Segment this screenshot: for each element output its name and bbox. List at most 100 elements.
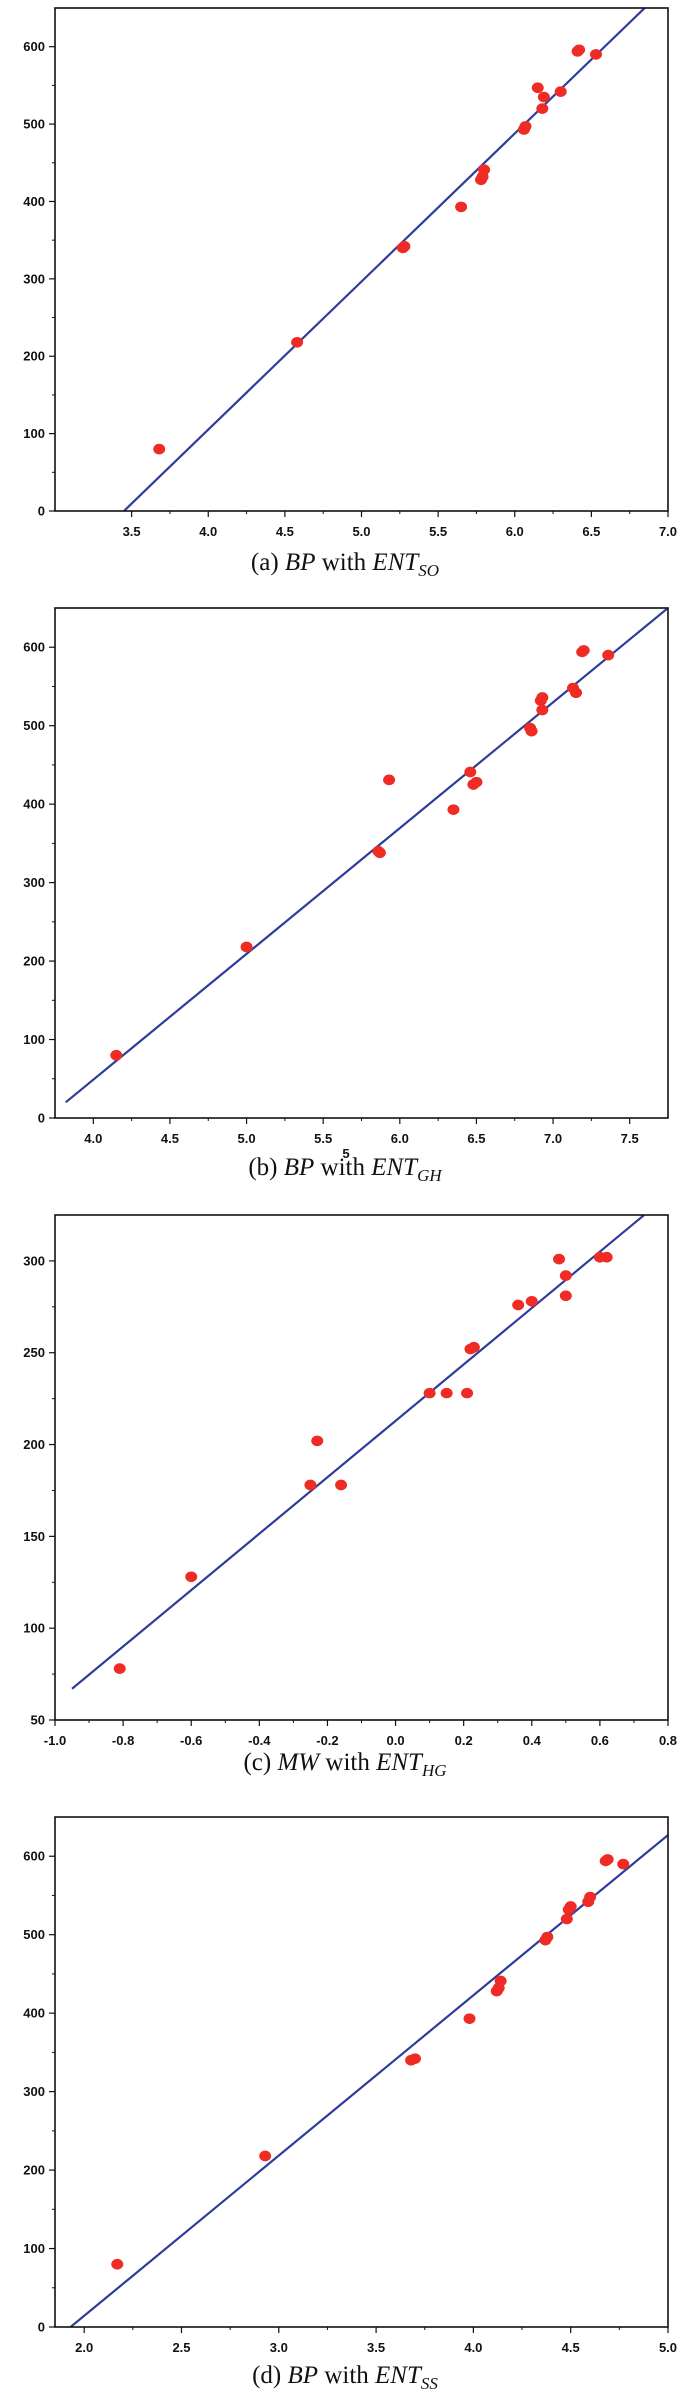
- plot-frame: [54, 7, 669, 512]
- x-tick-label: 0.0: [387, 1733, 405, 1748]
- data-point: [383, 774, 396, 786]
- caption-prefix: (b): [248, 1154, 283, 1181]
- data-point: [467, 1341, 480, 1353]
- data-point: [537, 91, 550, 103]
- data-point: [185, 1571, 198, 1583]
- x-tick-label: -1.0: [44, 1733, 66, 1748]
- x-tick-label: 0.6: [591, 1733, 609, 1748]
- data-point: [111, 2258, 124, 2270]
- data-point: [153, 443, 166, 455]
- caption-var: BP: [284, 1154, 315, 1181]
- y-tick-label: 200: [23, 1437, 45, 1452]
- x-tick-label: 4.0: [464, 2340, 482, 2355]
- y-tick-label: 400: [23, 2006, 45, 2021]
- plot-frame: [54, 607, 669, 1119]
- x-tick-label: -0.2: [316, 1733, 338, 1748]
- data-point: [335, 1479, 348, 1491]
- x-tick-label: 4.5: [161, 1131, 179, 1146]
- x-tick-label: 7.0: [659, 524, 677, 539]
- chart-panel-b: 0 100 200 300 400 500 600 4.0 4.5 5.0 5.5 6.0 6.5 7.0…: [23, 607, 669, 1185]
- data-point: [536, 704, 549, 716]
- data-point: [470, 776, 483, 788]
- y-tick-label: 200: [23, 349, 45, 364]
- data-point: [536, 692, 549, 703]
- data-point: [113, 1663, 126, 1674]
- x-tick-label: 4.0: [199, 524, 217, 539]
- data-point: [398, 241, 411, 252]
- y-tick-label: 250: [23, 1345, 45, 1360]
- y-tick-label: 400: [23, 797, 45, 812]
- data-point: [464, 766, 477, 778]
- data-point: [601, 1854, 614, 1865]
- figure-caption: (c) MW with ENTHG: [243, 1749, 446, 1780]
- fit-line: [65, 608, 668, 1104]
- caption-sub: SS: [421, 2374, 439, 2393]
- y-tick-label: 600: [23, 640, 45, 655]
- data-point: [525, 725, 538, 737]
- y-tick-label: 0: [38, 2320, 45, 2335]
- figure-caption: (d) BP with ENTSS: [252, 2362, 438, 2393]
- chart-panel-c: 50 100 150 200 250 300 -1.0 -0.8 -0.6 -0.4 -0.2 0.0…: [23, 1214, 677, 1780]
- data-point: [291, 337, 304, 348]
- caption-sub: HG: [421, 1761, 447, 1780]
- y-tick-label: 150: [23, 1529, 45, 1544]
- x-tick-label: 7.5: [621, 1131, 639, 1146]
- data-point: [602, 649, 615, 661]
- data-point: [440, 1387, 453, 1399]
- caption-mid: with: [314, 1154, 371, 1181]
- plot-frame: [54, 1214, 669, 1721]
- data-point: [589, 49, 602, 60]
- y-tick-label: 0: [38, 504, 45, 519]
- data-point: [554, 86, 567, 97]
- y-tick-label: 500: [23, 718, 45, 733]
- data-point: [423, 1387, 436, 1399]
- data-point: [519, 121, 532, 132]
- data-point: [311, 1435, 324, 1447]
- y-tick-label: 500: [23, 1927, 45, 1942]
- x-tick-label: 7.0: [544, 1131, 562, 1146]
- caption-desc: ENT: [370, 1154, 419, 1181]
- y-tick-label: 50: [31, 1713, 45, 1728]
- y-tick-label: 300: [23, 875, 45, 890]
- fit-line: [71, 1215, 645, 1690]
- data-point: [478, 164, 491, 176]
- x-tick-label: 4.5: [276, 524, 294, 539]
- data-point: [110, 1049, 123, 1061]
- y-tick-label: 100: [23, 1032, 45, 1047]
- caption-desc: ENT: [371, 549, 420, 576]
- data-point: [584, 1891, 597, 1903]
- data-point: [494, 1975, 507, 1987]
- data-point: [259, 2150, 272, 2162]
- data-point: [455, 201, 468, 213]
- data-point: [570, 687, 583, 699]
- x-tick-label: 0.4: [523, 1733, 542, 1748]
- x-tick-label: 6.5: [582, 524, 600, 539]
- y-tick-label: 100: [23, 1621, 45, 1636]
- data-point: [304, 1479, 317, 1491]
- y-tick-label: 400: [23, 194, 45, 209]
- data-point: [240, 941, 253, 953]
- x-tick-label: 4.0: [84, 1131, 102, 1146]
- x-tick-label: 3.0: [270, 2340, 288, 2355]
- caption-var: BP: [285, 549, 316, 576]
- y-tick-label: 100: [23, 2241, 45, 2256]
- y-tick-label: 100: [23, 426, 45, 441]
- data-point: [525, 1296, 538, 1307]
- x-tick-label: 2.0: [75, 2340, 93, 2355]
- data-point: [512, 1299, 525, 1311]
- caption-sub: GH: [417, 1166, 443, 1185]
- data-point: [461, 1387, 474, 1399]
- data-point: [463, 2013, 476, 2024]
- caption-var: BP: [288, 2362, 319, 2389]
- data-point: [559, 1290, 572, 1302]
- data-point: [564, 1901, 577, 1912]
- figure-caption: (a) BP with ENTSO: [251, 549, 439, 580]
- caption-mid: with: [318, 2362, 375, 2389]
- x-tick-label: 3.5: [367, 2340, 385, 2355]
- fit-line: [123, 8, 647, 511]
- x-tick-label: -0.4: [248, 1733, 271, 1748]
- y-tick-label: 300: [23, 2084, 45, 2099]
- figure-caption: (b) BP with ENTGH: [248, 1154, 443, 1185]
- data-point: [617, 1858, 630, 1870]
- y-tick-label: 600: [23, 1849, 45, 1864]
